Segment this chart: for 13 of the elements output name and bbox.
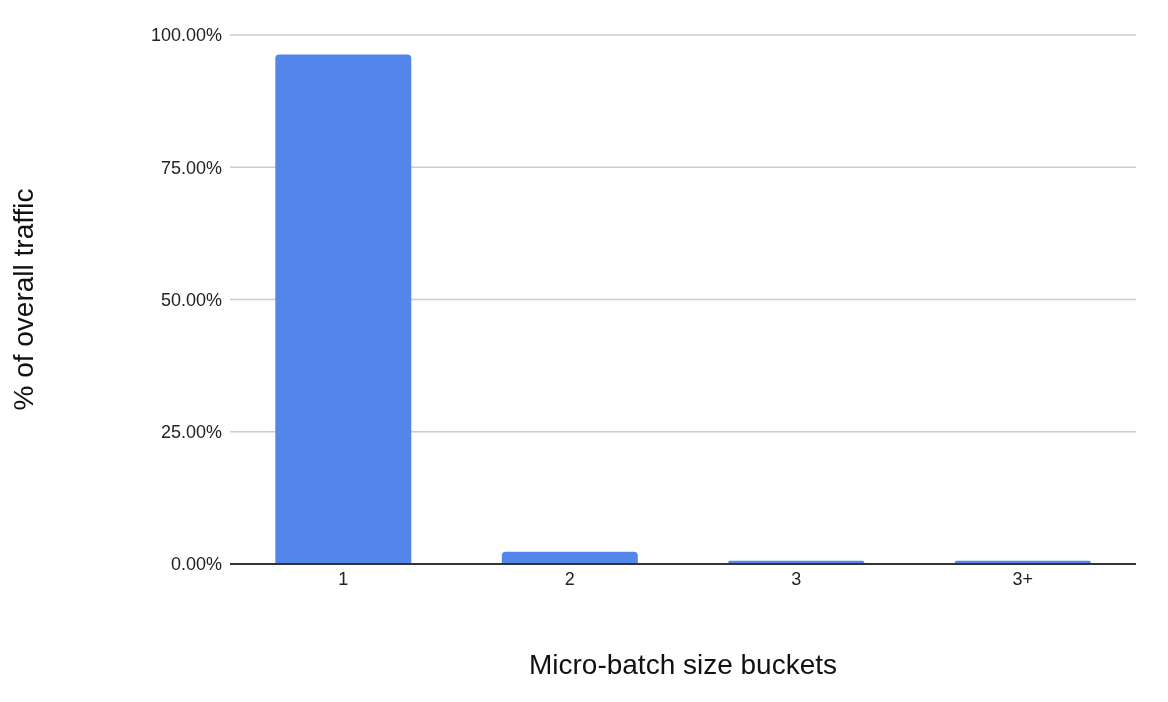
y-tick-label: 0.00%	[170, 554, 222, 575]
x-axis-title: Micro-batch size buckets	[528, 649, 838, 680]
x-tick-label: 2	[564, 568, 575, 589]
y-tick-label: 75.00%	[160, 157, 222, 178]
bar	[275, 54, 412, 564]
y-tick-label: 100.00%	[150, 25, 222, 46]
x-tick-label: 3+	[1012, 568, 1034, 589]
x-tick-label: 3	[791, 568, 802, 589]
y-axis-title: % of overall traffic	[7, 188, 39, 411]
y-tick-label: 50.00%	[160, 289, 222, 310]
bar	[501, 551, 638, 564]
x-tick-label: 1	[338, 568, 349, 589]
y-tick-label: 25.00%	[160, 422, 222, 443]
